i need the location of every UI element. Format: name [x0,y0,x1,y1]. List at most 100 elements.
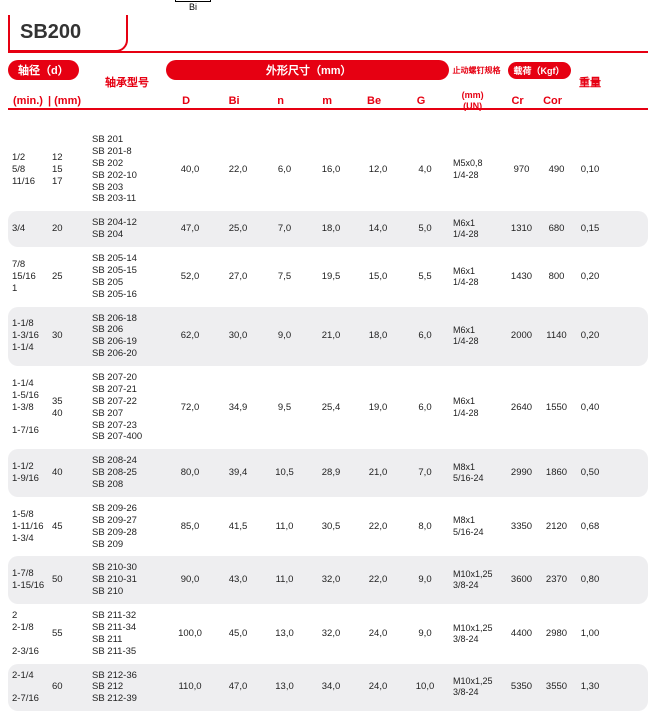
cell: 2000 [504,330,539,342]
header-row-1: 轴径（d） 轴承型号 外形尺寸（mm） 止动螺钉规格 载荷（Kgf） 重量 [8,60,648,80]
header-top-rule [8,51,648,53]
cell: 39,4 [214,467,262,479]
cell: 6,0 [401,330,449,342]
cell: 3350 [504,521,539,533]
cell: 25,0 [214,223,262,235]
cell: 45,0 [214,628,262,640]
cell: 9,0 [262,330,307,342]
table-row: 1-7/8 1-15/1650SB 210-30 SB 210-31 SB 21… [8,556,648,604]
cell: 24,0 [355,628,401,640]
cell: 62,0 [166,330,214,342]
cell: 22,0 [355,521,401,533]
diagram-fragment: Bi [175,0,211,12]
cell: 30 [48,330,88,342]
cell: 0,15 [574,223,606,235]
cell: 1-5/8 1-11/16 1-3/4 [8,509,48,545]
cell: 7/8 15/16 1 [8,259,48,295]
cell: 6,0 [262,164,307,176]
cell: 20 [48,223,88,235]
table-row: 1-1/4 1-5/16 1-3/8 1-7/1635 40SB 207-20 … [8,366,648,449]
cell: 1,00 [574,628,606,640]
cell: 2990 [504,467,539,479]
cell: SB 201 SB 201-8 SB 202 SB 202-10 SB 203 … [88,134,166,205]
cell: 27,0 [214,271,262,283]
cell: SB 204-12 SB 204 [88,217,166,241]
cell: 32,0 [307,628,355,640]
cell: 5,0 [401,223,449,235]
cell: 0,40 [574,402,606,414]
col-Bi: Bi [210,95,258,107]
cell: 60 [48,681,88,693]
cell: 30,5 [307,521,355,533]
cell: 0,68 [574,521,606,533]
cell: 41,5 [214,521,262,533]
table-row: 1/2 5/8 11/1612 15 17SB 201 SB 201-8 SB … [8,128,648,211]
table-row: 2 2-1/8 2-3/1655SB 211-32 SB 211-34 SB 2… [8,604,648,664]
cell: 47,0 [214,681,262,693]
cell: 1,30 [574,681,606,693]
cell: 1860 [539,467,574,479]
cell: SB 212-36 SB 212 SB 212-39 [88,670,166,706]
cell: 9,0 [401,628,449,640]
table-row: 1-5/8 1-11/16 1-3/445SB 209-26 SB 209-27… [8,497,648,557]
col-thread: 止动螺钉规格 [449,65,504,76]
col-load: 载荷（Kgf） [504,62,574,79]
cell: 9,0 [401,574,449,586]
cell: 40,0 [166,164,214,176]
cell: SB 207-20 SB 207-21 SB 207-22 SB 207 SB … [88,372,166,443]
cell: 18,0 [307,223,355,235]
cell: 25,4 [307,402,355,414]
col-weight: 重量 [574,74,606,90]
cell: 1-1/2 1-9/16 [8,461,48,485]
col-m: m [303,95,351,107]
cell: 1430 [504,271,539,283]
cell: 35 40 [48,396,88,420]
cell: 2120 [539,521,574,533]
cell: 22,0 [214,164,262,176]
cell: 11,0 [262,521,307,533]
series-title: SB200 [8,15,128,52]
cell: 80,0 [166,467,214,479]
cell: SB 206-18 SB 206 SB 206-19 SB 206-20 [88,313,166,361]
cell: 7,0 [401,467,449,479]
cell: 30,0 [214,330,262,342]
cell: M5x0,8 1/4-28 [449,158,504,181]
table-row: 2-1/4 2-7/1660SB 212-36 SB 212 SB 212-39… [8,664,648,712]
col-Be: Be [351,95,397,107]
cell: 7,5 [262,271,307,283]
cell: 22,0 [355,574,401,586]
cell: 72,0 [166,402,214,414]
col-Cr: Cr [500,95,535,107]
cell: 85,0 [166,521,214,533]
cell: 50 [48,574,88,586]
col-dims: 外形尺寸（mm） [166,60,449,80]
cell: 14,0 [355,223,401,235]
cell: 40 [48,467,88,479]
cell: 2370 [539,574,574,586]
cell: 490 [539,164,574,176]
cell: 3600 [504,574,539,586]
cell: 10,5 [262,467,307,479]
cell: M8x1 5/16-24 [449,515,504,538]
cell: SB 208-24 SB 208-25 SB 208 [88,455,166,491]
cell: M6x1 1/4-28 [449,325,504,348]
cell: 19,5 [307,271,355,283]
cell: 32,0 [307,574,355,586]
diagram-bi-label: Bi [175,2,211,12]
header-bottom-rule [8,108,648,110]
cell: 1-7/8 1-15/16 [8,568,48,592]
cell: 1-1/8 1-3/16 1-1/4 [8,318,48,354]
cell: 8,0 [401,521,449,533]
table-body: 1/2 5/8 11/1612 15 17SB 201 SB 201-8 SB … [0,120,656,721]
cell: 12,0 [355,164,401,176]
cell: 13,0 [262,628,307,640]
col-G: G [397,95,445,107]
cell: 55 [48,628,88,640]
col-shaft-dia: 轴径（d） [8,60,88,80]
col-mm: (mm) [51,95,84,107]
cell: 1140 [539,330,574,342]
cell: 680 [539,223,574,235]
cell: 10,0 [401,681,449,693]
cell: 16,0 [307,164,355,176]
cell: 0,50 [574,467,606,479]
